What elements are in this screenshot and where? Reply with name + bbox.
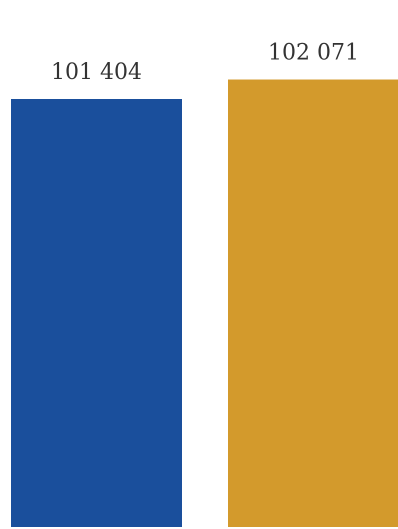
data-labels-group: 101 404 102 071 [51, 41, 359, 85]
bars-group [11, 79, 398, 527]
data-label-1: 101 404 [51, 60, 142, 85]
bar-2 [228, 79, 398, 527]
bar-1 [11, 99, 182, 527]
data-label-2: 102 071 [268, 41, 359, 66]
